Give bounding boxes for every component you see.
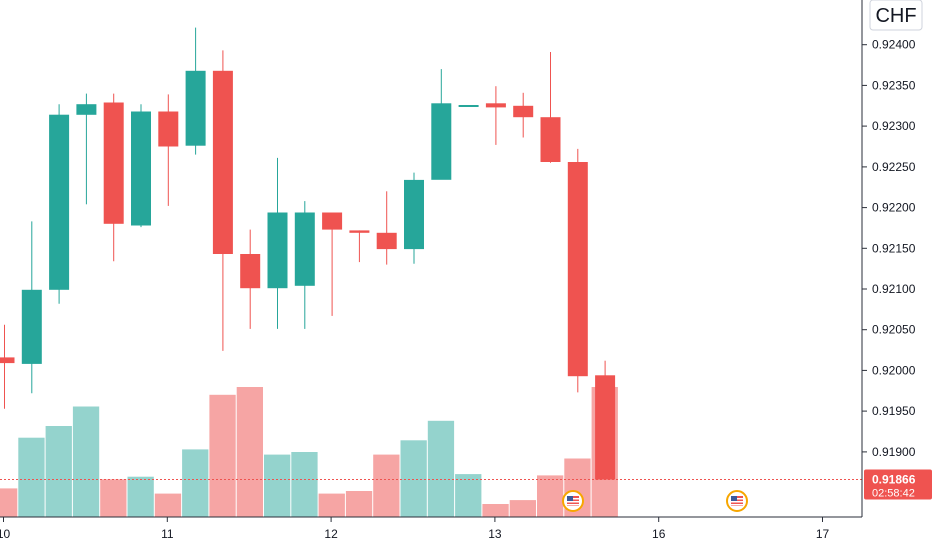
currency-label: CHF — [869, 0, 923, 31]
price-tick-label: 0.92000 — [872, 363, 916, 377]
candle-body — [185, 70, 206, 146]
time-tick-label: 13 — [488, 527, 502, 541]
last-price-tag: 0.91866 02:58:42 — [864, 469, 932, 500]
last-price-label: 0.91866 — [872, 473, 916, 487]
candle-body — [595, 375, 616, 480]
volume-bar — [537, 475, 564, 517]
candle-body — [76, 104, 97, 115]
time-tick-label: 17 — [816, 527, 830, 541]
candle[interactable] — [294, 201, 315, 329]
candles — [0, 27, 616, 480]
volume-bar — [45, 426, 72, 517]
candle[interactable] — [267, 157, 288, 329]
time-tick-label: 11 — [161, 527, 174, 541]
candle-body — [294, 212, 315, 286]
candle[interactable] — [431, 69, 452, 180]
event-markers[interactable] — [562, 490, 748, 512]
candle[interactable] — [485, 86, 506, 145]
candle[interactable] — [103, 93, 124, 262]
candle-body — [513, 105, 534, 118]
price-tick-label: 0.92300 — [872, 119, 916, 133]
time-tick-label: 10 — [0, 527, 10, 541]
price-tick-label: 0.92050 — [872, 323, 916, 337]
candle[interactable] — [404, 172, 424, 264]
volume-bar — [100, 479, 127, 517]
price-tick-label: 0.92100 — [872, 282, 916, 296]
volume-bar — [509, 500, 536, 517]
candle[interactable] — [185, 27, 206, 155]
volume-bar — [154, 493, 182, 517]
volume-bar — [236, 387, 263, 517]
volume-bar — [318, 493, 345, 517]
time-tick-label: 12 — [324, 527, 338, 541]
volume-bar — [345, 491, 373, 517]
candle[interactable] — [49, 104, 70, 304]
price-axis[interactable]: 0.92400 0.92350 0.92300 0.92250 0.92200 0.921… — [862, 38, 916, 459]
candle-body — [49, 114, 70, 290]
price-tick-label: 0.92350 — [872, 78, 916, 92]
candle-body — [131, 111, 151, 226]
volume-bar — [291, 452, 318, 517]
candle-body — [485, 103, 506, 108]
candle-body — [431, 103, 452, 180]
price-tick-label: 0.92400 — [872, 38, 916, 52]
candle[interactable] — [513, 92, 534, 138]
candle[interactable] — [567, 148, 588, 393]
us-flag-icon[interactable] — [562, 490, 584, 512]
candle[interactable] — [158, 94, 179, 206]
volume-bars — [0, 387, 618, 517]
candle[interactable] — [458, 105, 479, 107]
volume-bar — [373, 454, 400, 517]
candle-body — [158, 111, 179, 147]
volume-bar — [400, 440, 427, 517]
candle-body — [349, 230, 370, 233]
candle[interactable] — [240, 229, 261, 329]
currency-text: CHF — [875, 5, 916, 27]
countdown-label: 02:58:42 — [872, 488, 915, 500]
candle-body — [567, 162, 588, 377]
volume-bar — [455, 474, 482, 517]
candle-body — [404, 179, 424, 250]
candle[interactable] — [212, 50, 233, 351]
volume-bar — [209, 394, 236, 517]
candle[interactable] — [349, 230, 370, 263]
candle-body — [322, 212, 343, 230]
volume-bar — [264, 454, 291, 517]
candle[interactable] — [376, 191, 397, 265]
volume-bar — [0, 488, 18, 517]
candle-body — [103, 102, 124, 224]
time-axis[interactable]: 10 11 12 13 16 17 — [0, 517, 829, 541]
volume-bar — [18, 437, 45, 517]
volume-bar — [127, 476, 154, 517]
candle-body — [376, 232, 397, 250]
price-tick-label: 0.92250 — [872, 160, 916, 174]
candle[interactable] — [540, 52, 561, 163]
volume-bar — [72, 406, 100, 517]
volume-bar — [482, 504, 509, 517]
candle-body — [267, 212, 288, 289]
volume-bar — [427, 420, 455, 517]
candle[interactable] — [131, 104, 151, 228]
candle[interactable] — [76, 93, 97, 205]
time-tick-label: 16 — [652, 527, 666, 541]
candle[interactable] — [595, 360, 616, 480]
candle[interactable] — [0, 324, 15, 409]
candle[interactable] — [322, 212, 343, 316]
candle-body — [21, 289, 42, 364]
price-tick-label: 0.91950 — [872, 404, 916, 418]
price-tick-label: 0.91900 — [872, 445, 916, 459]
price-tick-label: 0.92150 — [872, 241, 916, 255]
candle[interactable] — [21, 221, 42, 394]
us-flag-icon[interactable] — [726, 490, 748, 512]
volume-bar — [182, 449, 209, 517]
candle-body — [458, 105, 479, 107]
candle-body — [540, 117, 561, 162]
candle-body — [0, 357, 15, 364]
price-tick-label: 0.92200 — [872, 201, 916, 215]
candle-body — [240, 254, 261, 289]
candle-body — [212, 70, 233, 254]
